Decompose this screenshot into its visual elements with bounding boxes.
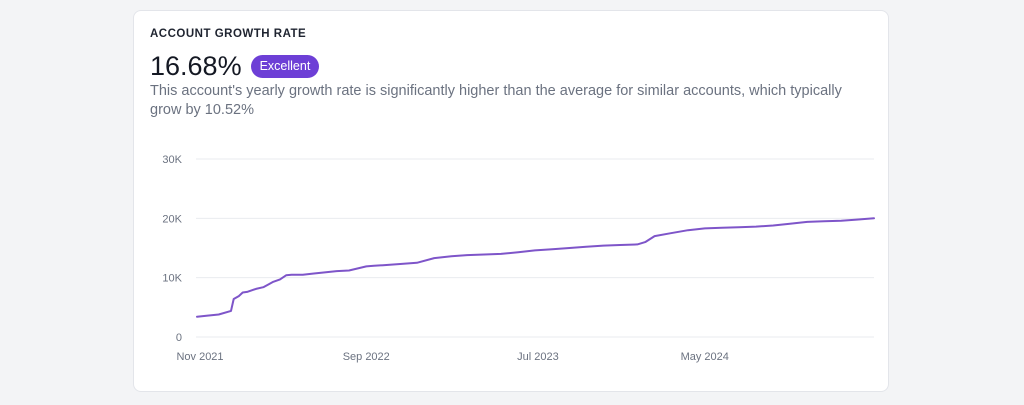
growth-rate-card: ACCOUNT GROWTH RATE 16.68% Excellent Thi… — [133, 10, 889, 392]
y-tick-label: 0 — [176, 332, 182, 344]
x-tick-label: Sep 2022 — [343, 351, 390, 363]
rating-badge: Excellent — [250, 55, 320, 78]
x-tick-label: Jul 2023 — [517, 351, 559, 363]
card-title: ACCOUNT GROWTH RATE — [150, 28, 307, 40]
y-tick-label: 20K — [162, 213, 182, 225]
growth-rate-value: 16.68% — [150, 51, 242, 81]
y-tick-label: 30K — [162, 154, 182, 166]
grid-lines — [196, 158, 874, 338]
x-axis-ticks: Nov 2021 Sep 2022 Jul 2023 May 2024 — [176, 351, 728, 363]
metric-row: 16.68% Excellent — [150, 51, 320, 82]
y-axis-ticks: 0 10K 20K 30K — [162, 154, 182, 344]
x-tick-label: Nov 2021 — [176, 351, 223, 363]
series-line — [196, 217, 875, 318]
y-tick-label: 10K — [162, 273, 182, 285]
growth-description: This account's yearly growth rate is sig… — [150, 83, 842, 118]
x-tick-label: May 2024 — [681, 351, 729, 363]
